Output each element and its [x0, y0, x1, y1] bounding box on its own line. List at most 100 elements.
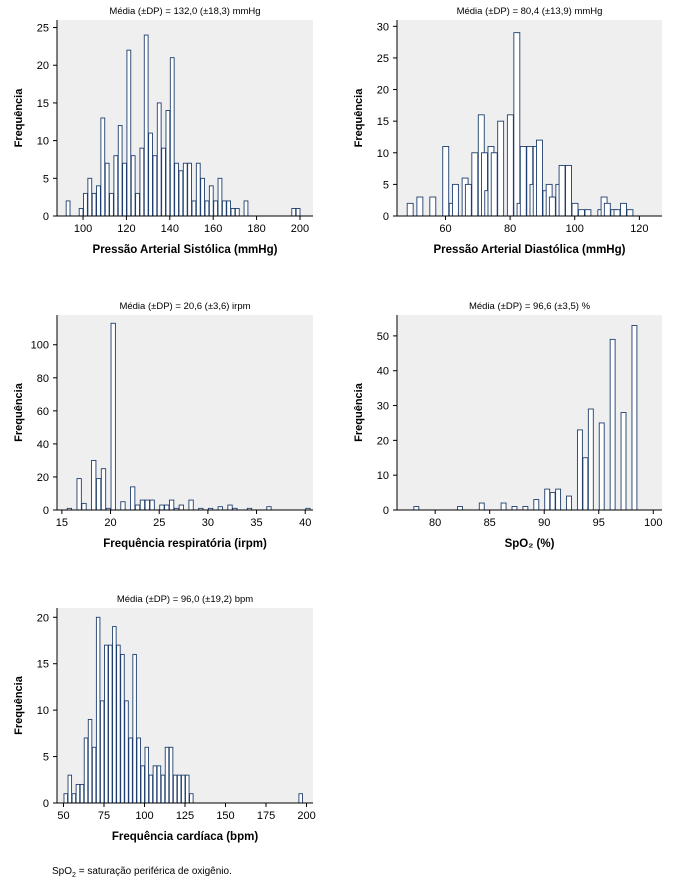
- histogram-bar: [108, 644, 113, 804]
- histogram-bar: [234, 208, 240, 217]
- histogram-bar: [291, 208, 297, 217]
- footnote-text: = saturação periférica de oxigênio.: [75, 866, 232, 877]
- y-tick-label: 25: [37, 23, 49, 35]
- histogram-bar: [406, 202, 414, 217]
- histogram-bar: [464, 183, 472, 217]
- histogram-bar: [71, 793, 77, 804]
- histogram-bar: [185, 774, 190, 804]
- histogram-bar: [587, 408, 594, 511]
- y-tick-label: 100: [31, 340, 49, 352]
- x-tick-label: 125: [176, 810, 194, 822]
- histogram-bar: [143, 34, 149, 217]
- y-tick-label: 0: [43, 505, 49, 517]
- histogram-bar: [96, 185, 101, 217]
- histogram-bar: [120, 501, 126, 511]
- histogram-bar: [91, 459, 97, 511]
- y-tick-label: 50: [377, 331, 389, 343]
- histogram-bar: [243, 200, 249, 217]
- histogram-bar: [178, 170, 184, 217]
- histogram-bar: [135, 192, 140, 217]
- histogram-bar: [132, 653, 137, 804]
- histogram-bar: [78, 208, 84, 217]
- histogram-bar: [490, 152, 498, 217]
- histogram-bar: [416, 196, 424, 217]
- y-tick-label: 15: [37, 659, 49, 671]
- y-axis-label: Frequência: [13, 675, 25, 735]
- footnote-abbr-sub: 2: [72, 872, 76, 879]
- histogram-bar: [555, 488, 562, 511]
- y-tick-label: 10: [377, 470, 389, 482]
- histogram-bar: [298, 793, 303, 804]
- histogram-bar: [500, 502, 507, 511]
- histogram-bar: [172, 774, 178, 804]
- histogram-bar: [513, 32, 521, 217]
- y-tick-label: 0: [383, 211, 389, 223]
- y-tick-label: 0: [43, 211, 49, 223]
- histogram-bar: [148, 774, 154, 804]
- x-tick-label: 200: [297, 810, 315, 822]
- histogram-bar: [67, 774, 73, 804]
- x-tick-label: 40: [299, 517, 311, 529]
- histogram-bar: [99, 700, 105, 804]
- x-tick-label: 90: [538, 517, 550, 529]
- histogram-bar: [164, 504, 170, 511]
- histogram-bar: [571, 202, 579, 217]
- histogram-bar: [189, 793, 194, 804]
- x-tick-label: 15: [56, 517, 68, 529]
- histogram-bar: [178, 504, 184, 511]
- histogram-bar: [156, 765, 162, 804]
- x-tick-label: 80: [504, 223, 516, 235]
- y-tick-label: 40: [377, 366, 389, 378]
- x-tick-label: 120: [630, 223, 648, 235]
- histogram-bar: [213, 200, 218, 217]
- histogram-bar: [188, 499, 194, 511]
- y-tick-label: 20: [377, 435, 389, 447]
- histogram-bar: [522, 506, 529, 511]
- histogram-bar: [176, 774, 182, 804]
- histogram-bar: [120, 653, 125, 804]
- histogram-bar: [152, 765, 158, 804]
- y-tick-label: 20: [37, 472, 49, 484]
- chart-4: 80 85 90 95 100 0 10 20 30 40 50 Média (±DP) = 96,6…: [353, 301, 662, 550]
- x-tick-label: 50: [57, 810, 69, 822]
- histogram-bar: [160, 774, 166, 804]
- histogram-bar: [549, 492, 556, 511]
- y-tick-label: 5: [43, 752, 49, 764]
- x-axis-label: Frequência respiratória (irpm): [103, 538, 267, 550]
- histogram-bar: [174, 162, 179, 217]
- histogram-bar: [613, 209, 621, 217]
- histogram-bar: [168, 499, 175, 511]
- histogram-bar: [631, 324, 638, 511]
- x-tick-label: 180: [247, 223, 265, 235]
- x-axis-label: Pressão Arterial Sistólica (mmHg): [93, 244, 278, 256]
- plot-area: [397, 315, 662, 510]
- y-tick-label: 10: [37, 705, 49, 717]
- y-tick-label: 30: [377, 21, 389, 33]
- histogram-bar: [576, 429, 583, 511]
- histogram-bar: [124, 700, 129, 804]
- histogram-bar: [191, 200, 197, 217]
- y-tick-label: 40: [37, 439, 49, 451]
- x-tick-label: 75: [98, 810, 110, 822]
- y-tick-label: 20: [37, 612, 49, 624]
- histogram-bar: [134, 504, 141, 511]
- histogram-bar: [457, 506, 463, 511]
- y-tick-label: 20: [37, 60, 49, 72]
- histogram-bar: [204, 200, 210, 217]
- x-tick-label: 140: [161, 223, 179, 235]
- x-tick-label: 175: [257, 810, 275, 822]
- y-tick-label: 15: [377, 116, 389, 128]
- histogram-bar: [533, 499, 540, 511]
- histogram-bar: [478, 502, 485, 511]
- histogram-bar: [578, 209, 585, 217]
- y-tick-label: 30: [377, 401, 389, 413]
- histogram-bar: [165, 110, 171, 217]
- chart-title: Média (±DP) = 80,4 (±13,9) mmHg: [457, 6, 603, 17]
- histogram-bar: [113, 155, 119, 217]
- histogram-bar: [91, 192, 97, 217]
- histogram-bar: [122, 162, 127, 217]
- y-tick-label: 25: [377, 53, 389, 65]
- y-axis-label: Frequência: [353, 382, 365, 442]
- histogram-bar: [471, 152, 479, 217]
- x-tick-label: 120: [117, 223, 135, 235]
